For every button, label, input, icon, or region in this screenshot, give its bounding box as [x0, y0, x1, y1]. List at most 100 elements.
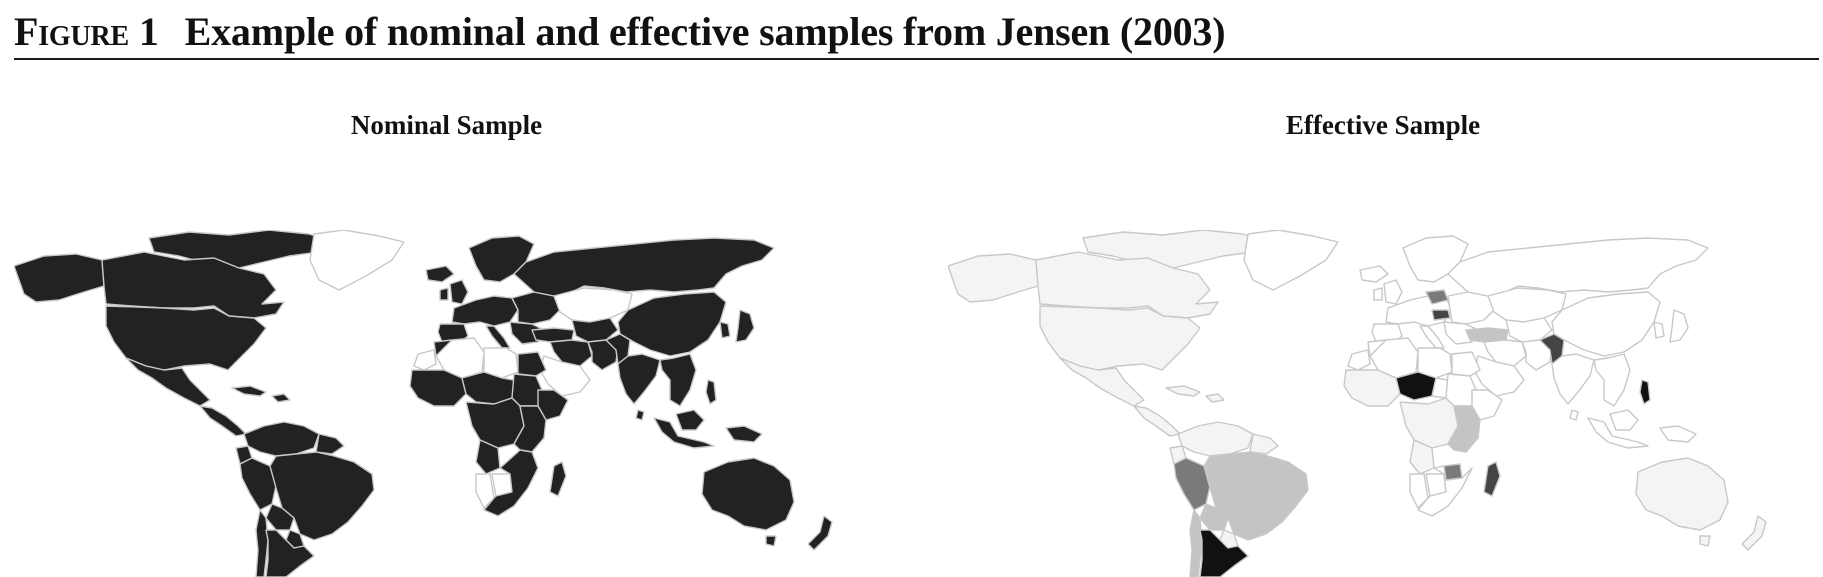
western-sahara: [413, 349, 437, 371]
cuba: [1165, 385, 1201, 397]
brazil: [269, 451, 375, 541]
effective-sample-map: [948, 230, 1767, 577]
sri-lanka: [635, 409, 645, 421]
japan: [1669, 309, 1689, 343]
guianas: [1249, 433, 1279, 455]
southern-africa: [1417, 465, 1473, 517]
tasmania: [1699, 535, 1711, 547]
canada: [1035, 251, 1219, 319]
middle-east: [1483, 339, 1527, 367]
hispaniola: [1205, 393, 1225, 403]
korea: [719, 321, 731, 339]
figure-header: Figure 1 Example of nominal and effective…: [14, 4, 1819, 60]
sri-lanka: [1569, 409, 1579, 421]
japan: [735, 309, 755, 343]
canadian-arctic: [148, 230, 335, 269]
russia: [1447, 237, 1709, 297]
figure-label: Figure 1: [14, 9, 159, 54]
western-sahara: [1347, 349, 1371, 371]
indonesia-borneo: [1609, 409, 1639, 431]
iceland: [1359, 265, 1389, 283]
west-africa: [1343, 369, 1401, 407]
new-guinea: [1659, 425, 1697, 443]
tasmania: [765, 535, 777, 547]
usa: [105, 305, 267, 371]
alaska: [14, 253, 105, 303]
zimbabwe: [1443, 463, 1463, 481]
chile: [255, 509, 269, 577]
nominal-sample-title: Nominal Sample: [350, 110, 543, 140]
india: [617, 353, 661, 405]
greenland: [1243, 230, 1339, 291]
argentina: [1199, 529, 1249, 577]
uk: [1383, 279, 1403, 305]
west-africa: [409, 369, 467, 407]
brazil: [1203, 451, 1309, 541]
china-mongolia: [617, 291, 727, 357]
philippines: [705, 379, 717, 405]
ireland: [439, 287, 449, 301]
effective-sample-title: Effective Sample: [1285, 110, 1481, 140]
uk: [449, 279, 469, 305]
italy: [485, 325, 511, 349]
indonesia-borneo: [675, 409, 705, 431]
indonesia-sumatra-java: [653, 417, 715, 449]
colombia-venezuela: [243, 421, 320, 457]
italy: [1419, 325, 1445, 349]
canada: [101, 251, 285, 319]
india: [1551, 353, 1595, 405]
new-guinea: [725, 425, 763, 443]
southeast-asia: [1593, 353, 1631, 407]
cuba: [231, 385, 267, 397]
madagascar: [549, 461, 567, 497]
central-asia: [1505, 317, 1553, 343]
central-america: [1133, 405, 1181, 437]
figure-title: Figure 1 Example of nominal and effective…: [14, 8, 1226, 55]
hungary: [1431, 309, 1451, 321]
southeast-asia: [659, 353, 697, 407]
east-africa: [1447, 405, 1481, 453]
alaska: [948, 253, 1039, 303]
kazakhstan: [553, 287, 633, 323]
guianas: [315, 433, 345, 455]
southern-africa: [483, 449, 539, 517]
korea: [1653, 321, 1665, 339]
figure-caption: Example of nominal and effective samples…: [184, 9, 1226, 54]
usa: [1039, 305, 1201, 371]
kazakhstan: [1487, 287, 1567, 323]
philippines: [1639, 379, 1651, 405]
hispaniola: [271, 393, 291, 403]
greenland: [309, 230, 405, 291]
colombia-venezuela: [1177, 421, 1254, 457]
argentina: [265, 529, 315, 577]
angola: [1409, 439, 1435, 475]
angola: [475, 439, 501, 475]
central-asia: [571, 317, 619, 343]
saudi-arabia: [539, 355, 591, 397]
central-america: [199, 405, 247, 437]
chile: [1189, 509, 1203, 577]
australia: [1635, 457, 1729, 531]
indonesia-sumatra-java: [1587, 417, 1649, 449]
ireland: [1373, 287, 1383, 301]
effective-sample-panel: Effective Sample: [948, 100, 1818, 577]
madagascar: [1483, 461, 1501, 497]
nominal-sample-panel: Nominal Sample: [14, 100, 884, 577]
niger: [1395, 371, 1437, 401]
new-zealand: [1741, 515, 1767, 551]
new-zealand: [807, 515, 833, 551]
egypt: [517, 351, 547, 377]
egypt: [1451, 351, 1481, 377]
canadian-arctic: [1082, 230, 1269, 269]
eastern-europe: [1447, 291, 1495, 325]
russia: [513, 237, 775, 297]
iceland: [425, 265, 455, 283]
mexico: [125, 357, 211, 407]
saudi-arabia: [1473, 355, 1525, 397]
nominal-sample-map: [14, 230, 833, 577]
eastern-europe: [511, 291, 561, 325]
mexico: [1059, 357, 1145, 407]
china-mongolia: [1551, 291, 1661, 357]
middle-east: [549, 339, 593, 367]
australia: [701, 457, 795, 531]
